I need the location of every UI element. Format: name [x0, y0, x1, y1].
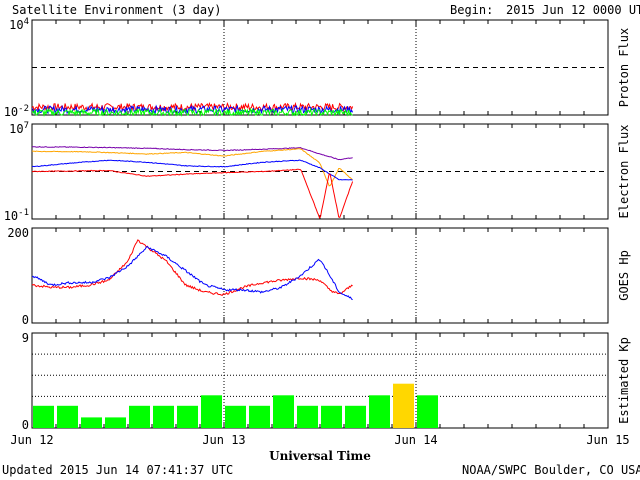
- kp-bar: [297, 405, 318, 428]
- x-axis-label: Universal Time: [269, 449, 371, 463]
- kp-bar: [249, 405, 270, 428]
- kp-bar: [153, 405, 174, 428]
- kp-bar: [177, 405, 198, 428]
- panel-frame-2: [31, 227, 609, 324]
- kp-bar: [81, 417, 102, 428]
- x-tick-labels-group: Jun 12 Jun 13 Jun 14 Jun 15: [10, 433, 629, 447]
- x-tick-label: Jun 14: [394, 433, 437, 447]
- kp-bar: [273, 395, 294, 428]
- y-axis-label-2: GOES Hp: [617, 250, 631, 301]
- kp-bar: [369, 395, 390, 428]
- panel-frame-3: [31, 332, 609, 429]
- x-tick-label: Jun 15: [586, 433, 629, 447]
- kp-bar: [345, 405, 366, 428]
- y-axis-label-1: Electron Flux: [617, 125, 631, 219]
- kp-bar: [129, 405, 150, 428]
- electron-series-2: [32, 159, 353, 181]
- hp-series-1: [32, 246, 353, 301]
- updated-timestamp: Updated 2015 Jun 14 07:41:37 UTC: [2, 463, 233, 477]
- electron-series-1: [31, 148, 353, 187]
- y-tick-label-top: 107: [9, 121, 29, 136]
- x-tick-label: Jun 13: [202, 433, 245, 447]
- kp-bar: [321, 405, 342, 428]
- panels-group: Proton Flux 104 10-2 Electron Flux 107 10-1 GO…: [4, 17, 631, 432]
- x-tick-label: Jun 12: [10, 433, 53, 447]
- y-tick-label-bottom: 0: [22, 418, 29, 432]
- y-tick-label-bottom: 0: [22, 313, 29, 327]
- proton-series-1: [31, 104, 354, 116]
- credit-text: NOAA/SWPC Boulder, CO USA: [462, 463, 640, 477]
- hp-series-0: [31, 239, 353, 297]
- kp-bar: [225, 405, 246, 428]
- kp-bar: [105, 417, 126, 428]
- y-tick-label-top: 200: [7, 226, 29, 240]
- y-tick-label-top: 9: [22, 331, 29, 345]
- y-axis-label-3: Estimated Kp: [617, 337, 631, 424]
- kp-bar: [393, 383, 414, 428]
- electron-series-0: [31, 146, 353, 161]
- chart-title: Satellite Environment (3 day): [12, 3, 222, 17]
- y-tick-label-bottom: 10-1: [4, 208, 29, 223]
- y-tick-label-top: 104: [9, 17, 29, 32]
- y-tick-label-bottom: 10-2: [4, 104, 29, 119]
- y-axis-label-0: Proton Flux: [617, 28, 631, 107]
- kp-bar: [417, 395, 438, 428]
- electron-series-3: [32, 168, 354, 219]
- kp-bar: [33, 405, 54, 428]
- kp-bar: [57, 405, 78, 428]
- proton-series-2: [31, 107, 353, 117]
- begin-value: 2015 Jun 12 0000 UTC: [506, 3, 640, 17]
- kp-bar: [201, 395, 222, 428]
- begin-label: Begin:: [450, 3, 493, 17]
